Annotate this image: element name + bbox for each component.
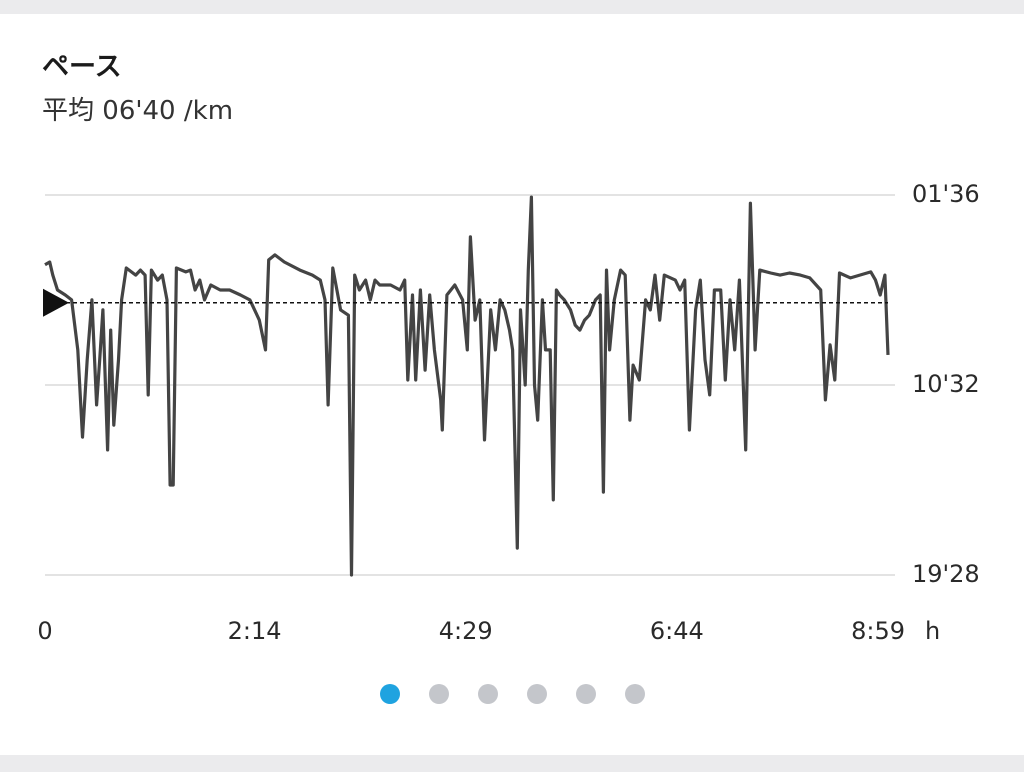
x-axis-label: h: [925, 617, 940, 645]
chart-title: ペース: [42, 52, 122, 83]
average-value: 06'40: [102, 96, 175, 126]
average-unit: /km: [184, 96, 233, 126]
x-tick-label: 4:29: [439, 617, 493, 645]
x-tick-label: 8:59: [851, 617, 905, 645]
average-marker: [43, 288, 69, 317]
page-dot[interactable]: [527, 684, 547, 704]
y-tick-label: 01'36: [912, 180, 980, 208]
page-indicator: [380, 684, 645, 704]
page-dot-active[interactable]: [380, 684, 400, 704]
page-dot[interactable]: [429, 684, 449, 704]
y-tick-label: 10'32: [912, 370, 980, 398]
x-tick-label: 0: [37, 617, 52, 645]
page-dot[interactable]: [478, 684, 498, 704]
page-dot[interactable]: [576, 684, 596, 704]
x-tick-label: 2:14: [228, 617, 282, 645]
y-tick-label: 19'28: [912, 560, 980, 588]
x-tick-label: 6:44: [650, 617, 704, 645]
subtitle: 平均 06'40 /km: [42, 96, 233, 126]
pace-line: [44, 195, 890, 577]
average-prefix: 平均: [42, 96, 94, 126]
page-dot[interactable]: [625, 684, 645, 704]
